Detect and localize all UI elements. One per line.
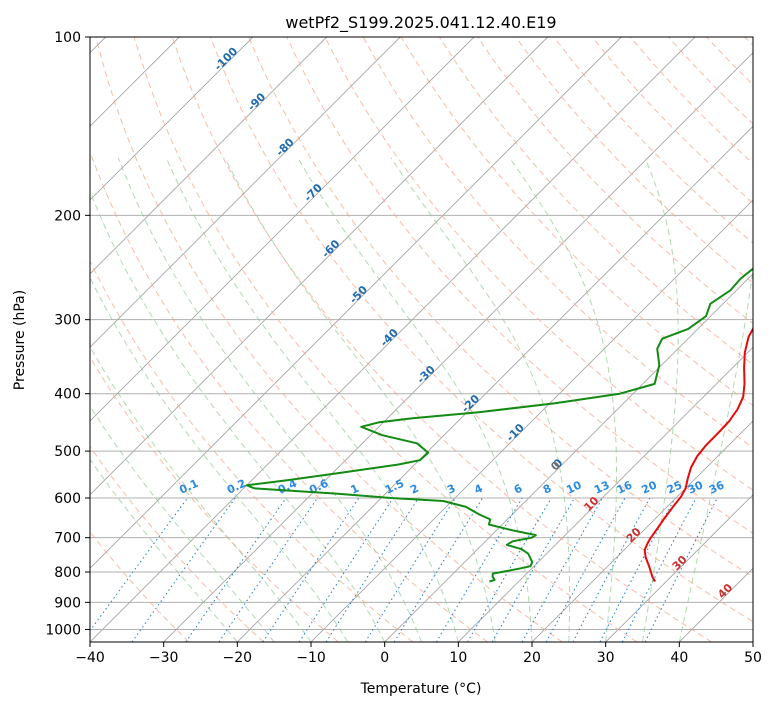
y-tick-label: 100 [54,30,81,46]
x-tick-label: 40 [670,650,688,666]
x-tick-label: 0 [380,650,389,666]
x-tick-label: 30 [597,650,615,666]
x-tick-label: 20 [523,650,541,666]
x-tick-label: 10 [449,650,467,666]
x-tick-label: −40 [75,650,105,666]
x-tick-label: −30 [149,650,179,666]
y-tick-label: 900 [54,595,81,611]
x-tick-label: 50 [744,650,762,666]
y-tick-label: 500 [54,444,81,460]
y-tick-label: 1000 [45,622,81,638]
y-tick-label: 300 [54,313,81,329]
y-tick-label: 200 [54,208,81,224]
y-tick-label: 800 [54,565,81,581]
y-tick-label: 700 [54,531,81,547]
y-axis-label: Pressure (hPa) [12,290,28,390]
x-tick-label: −10 [296,650,326,666]
y-tick-label: 400 [54,387,81,403]
x-tick-label: −20 [223,650,253,666]
chart-title: wetPf2_S199.2025.041.12.40.E19 [285,13,556,33]
y-tick-label: 600 [54,491,81,507]
x-axis-label: Temperature (°C) [360,681,482,697]
